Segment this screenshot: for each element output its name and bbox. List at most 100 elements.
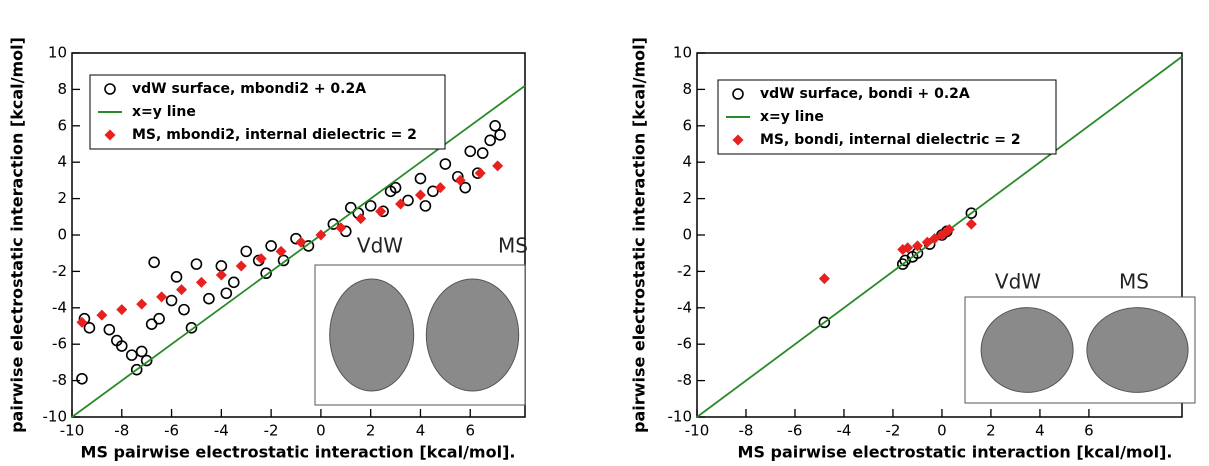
x-tick-label: -6 bbox=[787, 422, 802, 440]
data-point bbox=[149, 257, 159, 267]
y-tick-label: 2 bbox=[57, 189, 67, 207]
data-point bbox=[77, 374, 87, 384]
data-point bbox=[455, 175, 466, 186]
data-point bbox=[76, 317, 87, 328]
x-tick-label: 4 bbox=[416, 422, 426, 440]
x-axis-label: MS pairwise electrostatic interaction [k… bbox=[738, 443, 1173, 462]
y-tick-label: -10 bbox=[668, 408, 693, 426]
data-point bbox=[96, 310, 107, 321]
legend-label: x=y line bbox=[760, 109, 824, 125]
y-tick-label: 6 bbox=[682, 116, 692, 134]
data-point bbox=[216, 270, 227, 281]
data-point bbox=[116, 304, 127, 315]
y-tick-label: 0 bbox=[682, 226, 692, 244]
y-tick-label: -6 bbox=[677, 335, 692, 353]
data-point bbox=[415, 174, 425, 184]
data-point bbox=[355, 213, 366, 224]
data-point bbox=[966, 219, 977, 230]
x-tick-label: 6 bbox=[1084, 422, 1094, 440]
y-tick-label: 2 bbox=[682, 189, 692, 207]
data-point bbox=[216, 261, 226, 271]
legend-label: x=y line bbox=[132, 104, 196, 120]
data-point bbox=[492, 160, 503, 171]
data-point bbox=[179, 305, 189, 315]
y-tick-label: -2 bbox=[52, 262, 67, 280]
inset-label: MS bbox=[498, 234, 528, 258]
data-point bbox=[440, 159, 450, 169]
x-tick-label: -8 bbox=[114, 422, 129, 440]
data-point bbox=[266, 241, 276, 251]
molecule-image bbox=[330, 279, 414, 391]
legend-label: MS, bondi, internal dielectric = 2 bbox=[760, 132, 1021, 148]
y-tick-label: 4 bbox=[682, 153, 692, 171]
x-tick-label: -4 bbox=[214, 422, 229, 440]
y-tick-label: 0 bbox=[57, 226, 67, 244]
y-tick-label: -2 bbox=[677, 262, 692, 280]
data-point bbox=[819, 273, 830, 284]
data-point bbox=[465, 146, 475, 156]
x-tick-label: 2 bbox=[986, 422, 996, 440]
x-tick-label: -4 bbox=[836, 422, 851, 440]
data-point bbox=[136, 299, 147, 310]
y-axis-label: pairwise electrostatic interaction [kcal… bbox=[630, 37, 649, 433]
data-point bbox=[241, 246, 251, 256]
y-tick-label: -10 bbox=[43, 408, 68, 426]
y-tick-label: -4 bbox=[677, 298, 692, 316]
data-point bbox=[415, 189, 426, 200]
data-point bbox=[485, 135, 495, 145]
data-point bbox=[475, 168, 486, 179]
legend-label: vdW surface, mbondi2 + 0.2A bbox=[132, 81, 366, 97]
data-point bbox=[236, 260, 247, 271]
data-point bbox=[229, 277, 239, 287]
molecule-image bbox=[981, 308, 1073, 393]
data-point bbox=[204, 294, 214, 304]
x-tick-label: 6 bbox=[465, 422, 475, 440]
legend-label: MS, mbondi2, internal dielectric = 2 bbox=[132, 127, 417, 143]
data-point bbox=[172, 272, 182, 282]
inset-label: VdW bbox=[357, 234, 403, 258]
data-point bbox=[375, 206, 386, 217]
data-point bbox=[84, 323, 94, 333]
x-axis-label: MS pairwise electrostatic interaction [k… bbox=[81, 443, 516, 462]
x-tick-label: 4 bbox=[1035, 422, 1045, 440]
x-tick-label: -6 bbox=[164, 422, 179, 440]
data-point bbox=[366, 201, 376, 211]
y-tick-label: 8 bbox=[57, 80, 67, 98]
x-tick-label: 0 bbox=[316, 422, 326, 440]
data-point bbox=[395, 199, 406, 210]
y-tick-label: -8 bbox=[52, 371, 67, 389]
x-tick-label: -2 bbox=[885, 422, 900, 440]
data-point bbox=[104, 325, 114, 335]
y-axis-label: pairwise electrostatic interaction [kcal… bbox=[8, 37, 27, 433]
x-tick-label: 2 bbox=[366, 422, 376, 440]
y-tick-label: 10 bbox=[48, 44, 67, 62]
inset-label: MS bbox=[1119, 270, 1149, 294]
figure: -10 -8 -6 -4 -2 0 2 4 6 -10 -8 -6 -4 -2 0 2 4 6 8 10 MS pair… bbox=[0, 0, 1209, 466]
x-tick-label: -2 bbox=[264, 422, 279, 440]
y-tick-label: 6 bbox=[57, 116, 67, 134]
data-point bbox=[435, 182, 446, 193]
inset-label: VdW bbox=[995, 270, 1041, 294]
y-tick-label: -4 bbox=[52, 298, 67, 316]
data-point bbox=[191, 259, 201, 269]
data-point bbox=[156, 291, 167, 302]
chart-panel: -10-8-6-4-20246-10-8-6-4-20246810MS pair… bbox=[630, 37, 1196, 461]
y-tick-label: 4 bbox=[57, 153, 67, 171]
data-point bbox=[420, 201, 430, 211]
data-point bbox=[154, 314, 164, 324]
data-point bbox=[176, 284, 187, 295]
legend-label: vdW surface, bondi + 0.2A bbox=[760, 86, 970, 102]
y-tick-label: 8 bbox=[682, 80, 692, 98]
x-tick-label: -8 bbox=[739, 422, 754, 440]
data-point bbox=[495, 130, 505, 140]
molecule-image bbox=[1087, 308, 1188, 393]
x-tick-label: 0 bbox=[937, 422, 947, 440]
y-tick-label: 10 bbox=[673, 44, 692, 62]
data-point bbox=[221, 288, 231, 298]
data-point bbox=[256, 253, 267, 264]
y-tick-label: -8 bbox=[677, 371, 692, 389]
data-point bbox=[167, 296, 177, 306]
data-point bbox=[478, 148, 488, 158]
data-point bbox=[196, 277, 207, 288]
